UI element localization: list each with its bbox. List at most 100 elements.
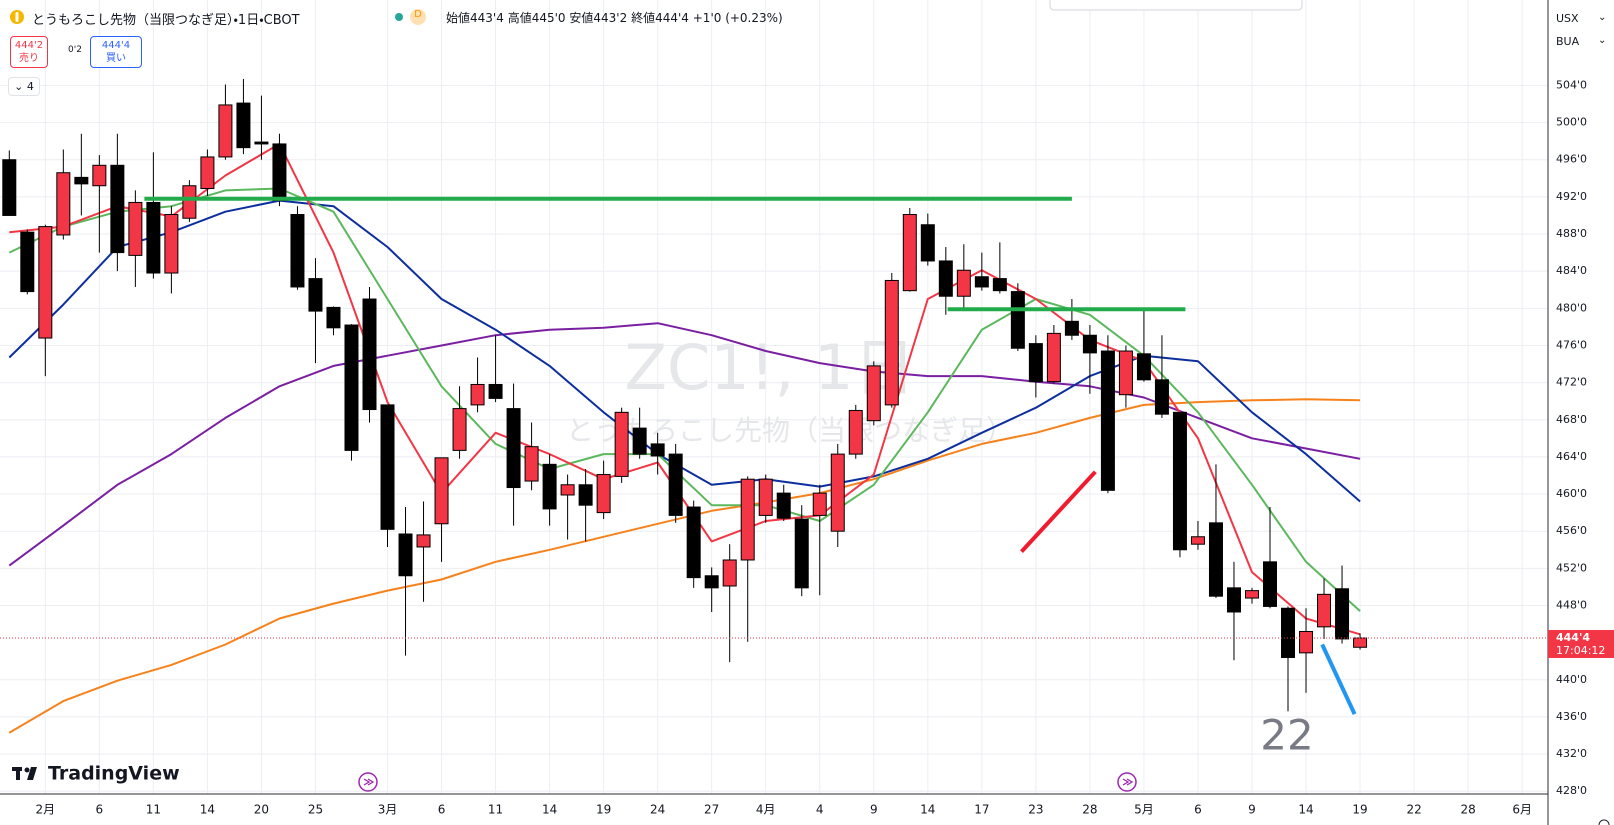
candle-body (1353, 637, 1368, 648)
currency[interactable]: USX (1556, 12, 1579, 25)
candle-body (110, 164, 125, 254)
candle-body (1226, 587, 1241, 613)
candle-body (524, 446, 539, 482)
candle-body (1317, 593, 1332, 628)
candle-body (344, 324, 359, 451)
candle-body (866, 365, 881, 422)
y-tick-label: 428'0 (1556, 784, 1587, 797)
candle-body (74, 176, 89, 185)
ohlc-label: 終値 (631, 11, 656, 25)
candle-body (506, 408, 521, 489)
x-tick-label: 6 (438, 803, 446, 817)
candle-body (884, 279, 899, 406)
x-tick-label: 28 (1082, 803, 1097, 817)
ohlc-label: 安値 (569, 11, 594, 25)
candle-body (362, 298, 377, 411)
x-tick-label: 4月 (756, 803, 776, 817)
axis-layer: 504'0 500'0 496'0 492'0 488'0 484'0 480'0 476'0… (35, 78, 1614, 817)
y-tick-label: 452'0 (1556, 561, 1587, 574)
trend-drawing (1320, 643, 1357, 715)
dropdown-arrow: ⌄ (1598, 12, 1607, 23)
candle-body (686, 506, 701, 579)
candle-body (254, 141, 269, 145)
candle-body (218, 104, 233, 158)
x-tick-label: 6 (1194, 803, 1202, 817)
candle-body (722, 559, 737, 587)
candle-body (1208, 522, 1223, 597)
symbol-title[interactable]: とうもろこし先物（当限つなぎ足）・1日・CBOT (32, 13, 300, 28)
x-tick-label: 19 (596, 803, 611, 817)
candle-body (758, 478, 773, 516)
status-icons (395, 9, 426, 25)
x-tick-label: 6月 (1512, 803, 1532, 817)
symbol-icon (10, 10, 24, 24)
candle-body (1028, 343, 1043, 383)
x-tick-label: 27 (704, 803, 719, 817)
candle-body (650, 443, 665, 457)
x-tick-label: 9 (870, 803, 878, 817)
candle-body (1172, 411, 1187, 551)
unit[interactable]: BUA (1556, 35, 1580, 48)
candle-body (668, 453, 683, 516)
candle-body (542, 463, 557, 510)
moving-average (8, 199, 1361, 503)
candle-body (128, 201, 143, 256)
x-tick-label: 14 (542, 803, 557, 817)
candle-body (1335, 588, 1350, 640)
candle-body (848, 409, 863, 455)
x-tick-label: 11 (146, 803, 161, 817)
x-tick-label: 9 (1248, 803, 1256, 817)
moving-average (9, 142, 1361, 636)
indicator-toggle[interactable]: ⌄ 4 (8, 77, 40, 96)
candle-body (704, 575, 719, 589)
y-tick-label: 492'0 (1556, 190, 1587, 203)
event-icon[interactable] (1117, 772, 1137, 792)
x-tick-label: 3月 (378, 803, 398, 817)
sell-button[interactable]: 444'2 売り (10, 36, 48, 68)
candle-body (434, 457, 449, 525)
candle-body (200, 156, 215, 190)
x-tick-label: 6 (96, 803, 104, 817)
logo-text: TradingView (48, 763, 180, 785)
drawing-toolbar[interactable] (1049, 0, 1303, 11)
buy-price: 444'4 (101, 40, 131, 51)
y-tick-label: 504'0 (1556, 78, 1587, 91)
y-tick-label: 484'0 (1556, 264, 1587, 277)
ohlc-value: 444'4 (655, 11, 689, 25)
candle-body (1281, 607, 1296, 658)
candle-body (1154, 379, 1169, 415)
last-price-box (1548, 629, 1614, 658)
candle-body (380, 404, 395, 530)
candle-body (1136, 353, 1151, 381)
candle-body (182, 185, 197, 219)
y-tick-label: 500'0 (1556, 116, 1587, 129)
moving-average (8, 322, 1361, 567)
x-tick-label: 24 (650, 803, 665, 817)
y-tick-label: 448'0 (1556, 598, 1587, 611)
candle-body (902, 214, 917, 292)
delay-badge: D (414, 9, 422, 20)
candle-body (2, 159, 17, 216)
candle-body (308, 278, 323, 312)
candle-body (596, 474, 611, 514)
settings-icon[interactable] (1598, 819, 1610, 825)
candle-body (164, 214, 179, 274)
candle-body (56, 172, 71, 236)
x-tick-label: 14 (200, 803, 215, 817)
buy-button[interactable]: 444'4 買い (90, 36, 142, 68)
candle-body (1100, 350, 1115, 491)
buy-label: 買い (106, 53, 126, 64)
ohlc-value: 443'2 (593, 11, 628, 25)
last-price-label: 444'4 (1556, 631, 1590, 644)
event-icon[interactable] (358, 772, 378, 792)
candle-body (776, 492, 791, 519)
x-tick-label: 4 (816, 803, 824, 817)
x-tick-label: 17 (974, 803, 989, 817)
moving-average (8, 187, 1361, 612)
candle-body (578, 484, 593, 506)
candle-body (92, 164, 107, 187)
candle-body (452, 408, 467, 451)
ohlc-change: +1'0 (+0.23%) (692, 11, 783, 25)
annotation: 22 (1260, 711, 1313, 760)
candle-body (1046, 332, 1061, 383)
